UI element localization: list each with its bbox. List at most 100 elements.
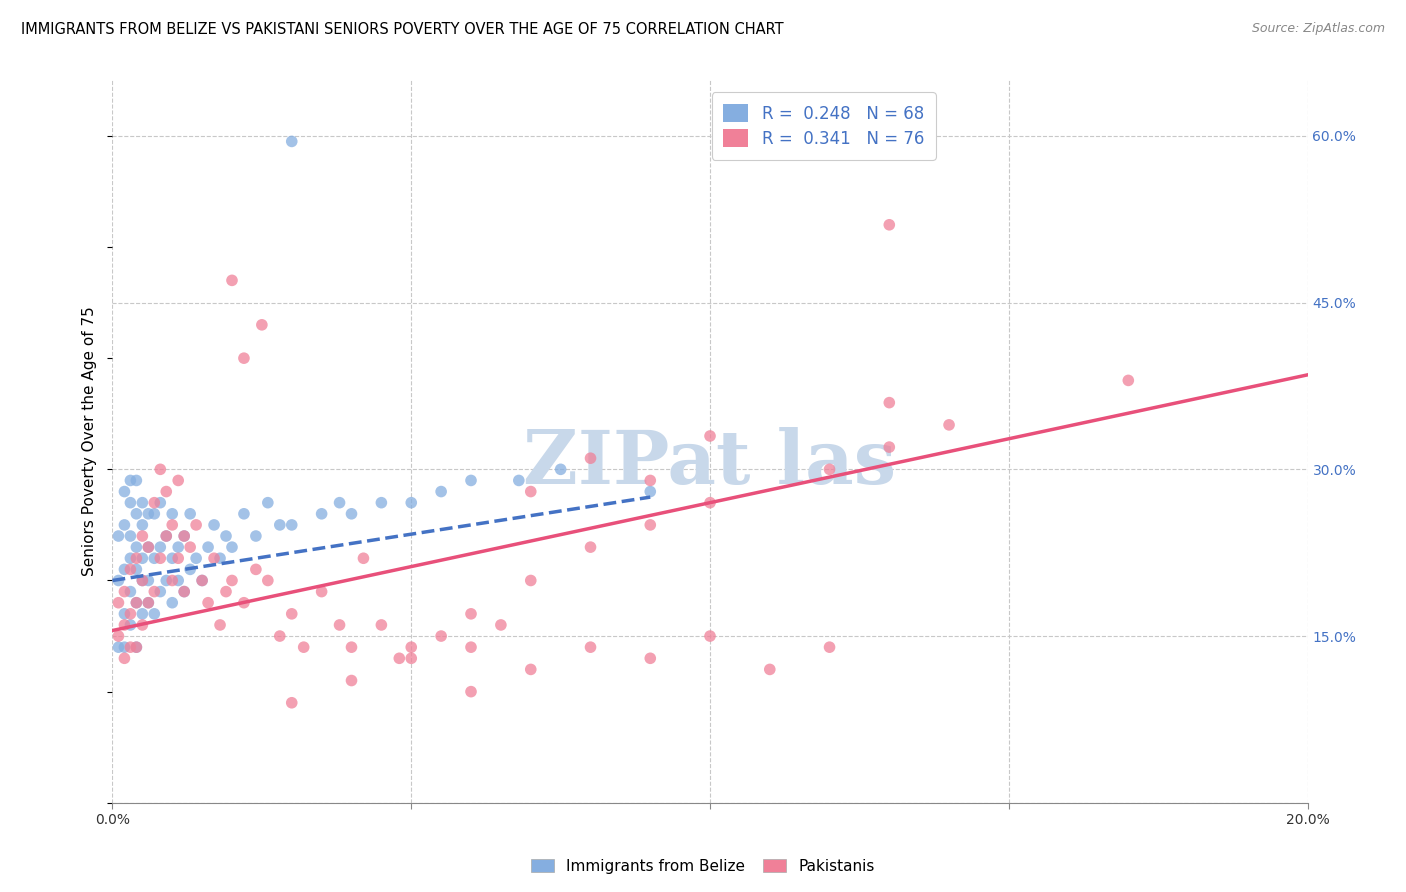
Point [233,351,256,366]
Point [131,529,153,543]
Point [520,662,543,676]
Point [460,684,482,698]
Point [120,496,142,510]
Point [179,540,201,554]
Point [401,496,423,510]
Point [149,540,172,554]
Text: ZIPat las: ZIPat las [523,426,897,500]
Point [292,640,315,655]
Point [699,429,721,443]
Point [143,551,166,566]
Point [818,640,841,655]
Point [209,618,232,632]
Point [138,540,160,554]
Point [430,629,453,643]
Point [131,496,153,510]
Point [209,551,232,566]
Point [173,529,195,543]
Point [138,596,160,610]
Point [257,496,280,510]
Point [162,596,183,610]
Point [155,529,177,543]
Point [162,517,183,532]
Point [1118,373,1140,387]
Point [221,574,243,588]
Point [460,640,482,655]
Point [131,551,153,566]
Point [281,517,304,532]
Point [215,584,238,599]
Point [138,596,160,610]
Point [460,607,482,621]
Point [125,551,148,566]
Point [938,417,960,432]
Point [388,651,411,665]
Point [329,496,352,510]
Point [120,618,142,632]
Point [640,517,662,532]
Point [179,562,201,576]
Point [167,551,190,566]
Legend: Immigrants from Belize, Pakistanis: Immigrants from Belize, Pakistanis [524,853,882,880]
Point [162,551,183,566]
Point [281,607,304,621]
Point [340,507,363,521]
Point [640,484,662,499]
Point [245,562,267,576]
Point [120,640,142,655]
Point [107,629,129,643]
Point [179,507,201,521]
Point [520,574,543,588]
Point [120,474,142,488]
Point [370,618,392,632]
Point [197,540,219,554]
Point [233,507,256,521]
Point [162,507,183,521]
Point [508,474,530,488]
Point [114,484,135,499]
Point [460,474,482,488]
Point [114,651,135,665]
Point [233,596,256,610]
Point [699,629,721,643]
Point [221,540,243,554]
Point [114,640,135,655]
Point [167,540,190,554]
Legend: R =  0.248   N = 68, R =  0.341   N = 76: R = 0.248 N = 68, R = 0.341 N = 76 [711,92,935,160]
Point [281,135,304,149]
Point [131,618,153,632]
Point [131,517,153,532]
Point [125,507,148,521]
Point [167,474,190,488]
Point [149,462,172,476]
Point [138,574,160,588]
Point [353,551,375,566]
Point [173,584,195,599]
Point [311,507,333,521]
Point [879,440,901,454]
Point [329,618,352,632]
Point [138,540,160,554]
Point [879,395,901,409]
Point [340,640,363,655]
Point [173,584,195,599]
Point [120,584,142,599]
Point [143,496,166,510]
Point [114,618,135,632]
Point [340,673,363,688]
Point [114,584,135,599]
Point [120,562,142,576]
Text: Source: ZipAtlas.com: Source: ZipAtlas.com [1251,22,1385,36]
Point [125,596,148,610]
Point [173,529,195,543]
Point [215,529,238,543]
Point [149,584,172,599]
Y-axis label: Seniors Poverty Over the Age of 75: Seniors Poverty Over the Age of 75 [82,307,97,576]
Point [269,629,291,643]
Point [579,451,602,466]
Point [759,662,782,676]
Point [131,574,153,588]
Point [370,496,392,510]
Point [401,651,423,665]
Point [162,574,183,588]
